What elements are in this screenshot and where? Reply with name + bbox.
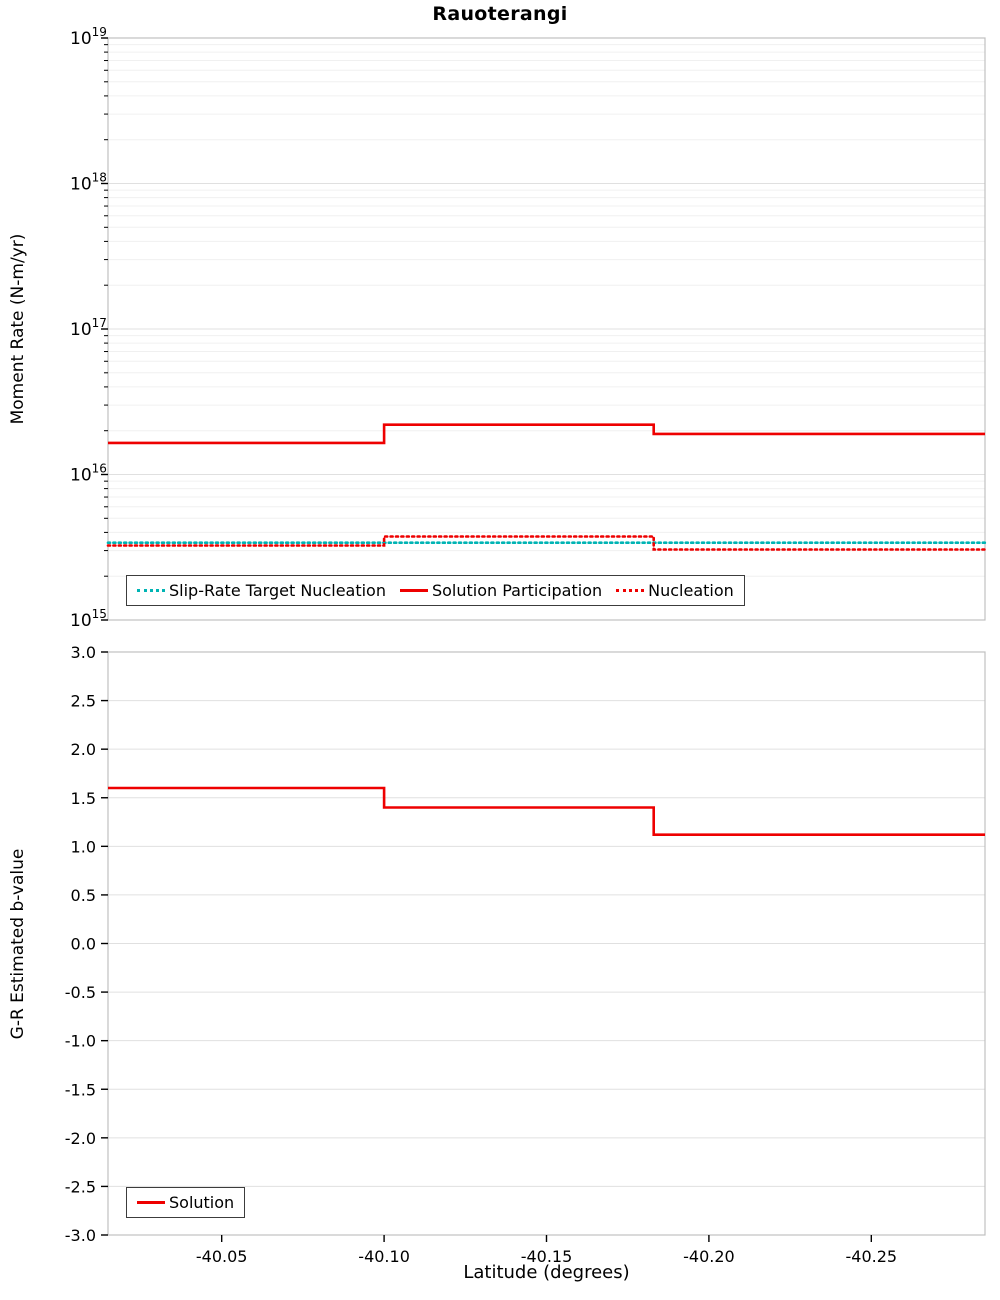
y-tick-label: -0.5 xyxy=(65,983,96,1002)
legend-item: Slip-Rate Target Nucleation xyxy=(137,581,386,600)
y-tick-label: -1.0 xyxy=(65,1032,96,1051)
y-tick-label: 1017 xyxy=(70,316,107,340)
y-tick-label: 0.0 xyxy=(71,935,96,954)
legend-item: Solution Participation xyxy=(399,581,603,600)
subplot-b-value: 3.0 2.5 2.0 1.5 1.0 0.5 0.0 -0.5 -1.0 -1.5 -2.0 -2.… xyxy=(65,643,986,1266)
legend-line-sample xyxy=(399,589,428,592)
legend-item: Solution xyxy=(137,1193,234,1212)
y-axis-label-moment-rate: Moment Rate (N-m/yr) xyxy=(8,233,28,425)
legend-label: Solution Participation xyxy=(431,581,603,600)
legend-line-sample xyxy=(137,589,165,592)
y-tick-label: 1018 xyxy=(70,171,107,195)
x-axis-label: Latitude (degrees) xyxy=(463,1262,630,1283)
y-tick-label: -2.5 xyxy=(65,1177,96,1196)
y-tick-label: 1.5 xyxy=(71,789,96,808)
legend-moment-rate: Slip-Rate Target Nucleation Solution Part… xyxy=(126,575,745,606)
series-line-nucleation xyxy=(106,535,987,551)
legend-label: Solution xyxy=(169,1193,235,1212)
y-axis-label-bvalue: G-R Estimated b-value xyxy=(8,848,28,1040)
legend-bvalue: Solution xyxy=(126,1187,246,1218)
x-tick-label: -40.15 xyxy=(521,1247,573,1266)
y-tick-label: -2.0 xyxy=(65,1129,96,1148)
x-tick-label: -40.25 xyxy=(846,1247,898,1266)
chart-title: Rauoterangi xyxy=(432,3,568,25)
x-tick-label: -40.20 xyxy=(683,1247,735,1266)
legend-label: Nucleation xyxy=(648,581,734,600)
y-tick-label: 1019 xyxy=(70,25,107,49)
legend-line-sample xyxy=(137,1201,165,1204)
y-tick-label: -3.0 xyxy=(65,1226,96,1245)
y-tick-label: 3.0 xyxy=(71,643,96,662)
legend-label: Slip-Rate Target Nucleation xyxy=(169,581,386,600)
y-tick-label: 2.5 xyxy=(71,692,96,711)
y-tick-label: 1015 xyxy=(70,607,107,631)
subplot-moment-rate: 1015 1016 1017 1018 1019 xyxy=(70,25,987,631)
y-tick-label: 0.5 xyxy=(71,886,96,905)
y-tick-label: 1.0 xyxy=(71,837,96,856)
y-tick-label: 2.0 xyxy=(71,740,96,759)
x-tick-label: -40.10 xyxy=(358,1247,410,1266)
series-line-solution-participation xyxy=(108,423,985,445)
y-tick-label: 1016 xyxy=(70,462,107,486)
legend-item: Nucleation xyxy=(616,581,734,600)
legend-line-sample xyxy=(616,589,645,592)
series-line-solution xyxy=(108,786,985,836)
x-tick-label: -40.05 xyxy=(196,1247,248,1266)
y-tick-label: -1.5 xyxy=(65,1080,96,1099)
